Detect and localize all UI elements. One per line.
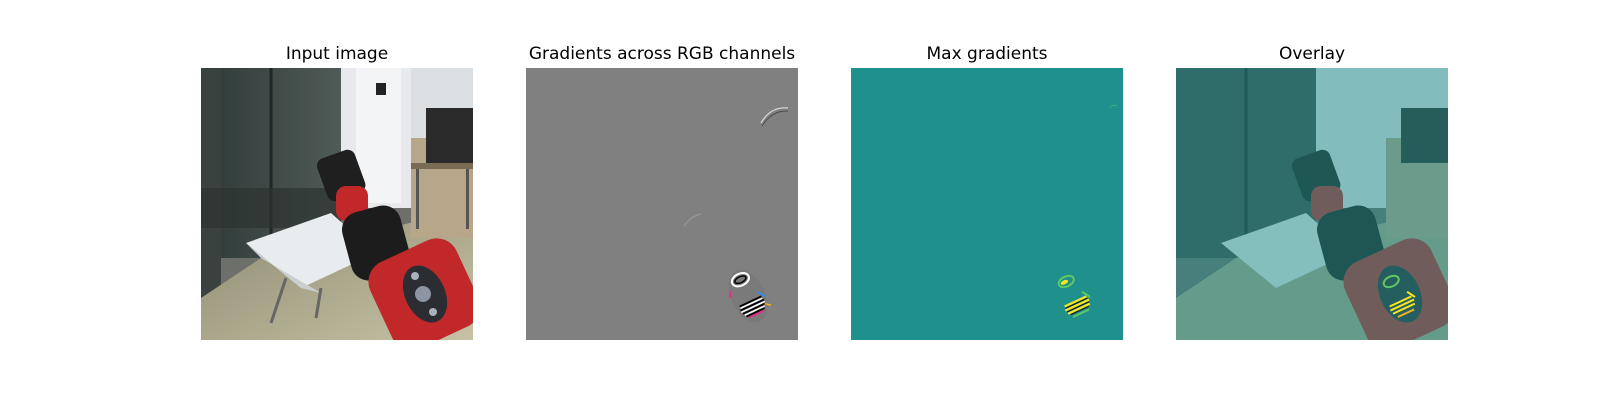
panel-title: Overlay bbox=[1278, 44, 1346, 64]
max-gradient-image bbox=[851, 68, 1123, 340]
panel-title: Input image bbox=[285, 44, 389, 64]
panel-rgb-gradients: Gradients across RGB channels bbox=[526, 40, 798, 340]
input-image bbox=[201, 68, 473, 340]
panel-input-image: Input image bbox=[201, 40, 473, 340]
panel-overlay: Overlay bbox=[1176, 40, 1448, 340]
panel-title: Gradients across RGB channels bbox=[528, 44, 796, 64]
panel-title: Max gradients bbox=[926, 44, 1048, 64]
overlay-image bbox=[1176, 68, 1448, 340]
panel-max-gradients: Max gradients bbox=[851, 40, 1123, 340]
rgb-gradient-image bbox=[526, 68, 798, 340]
